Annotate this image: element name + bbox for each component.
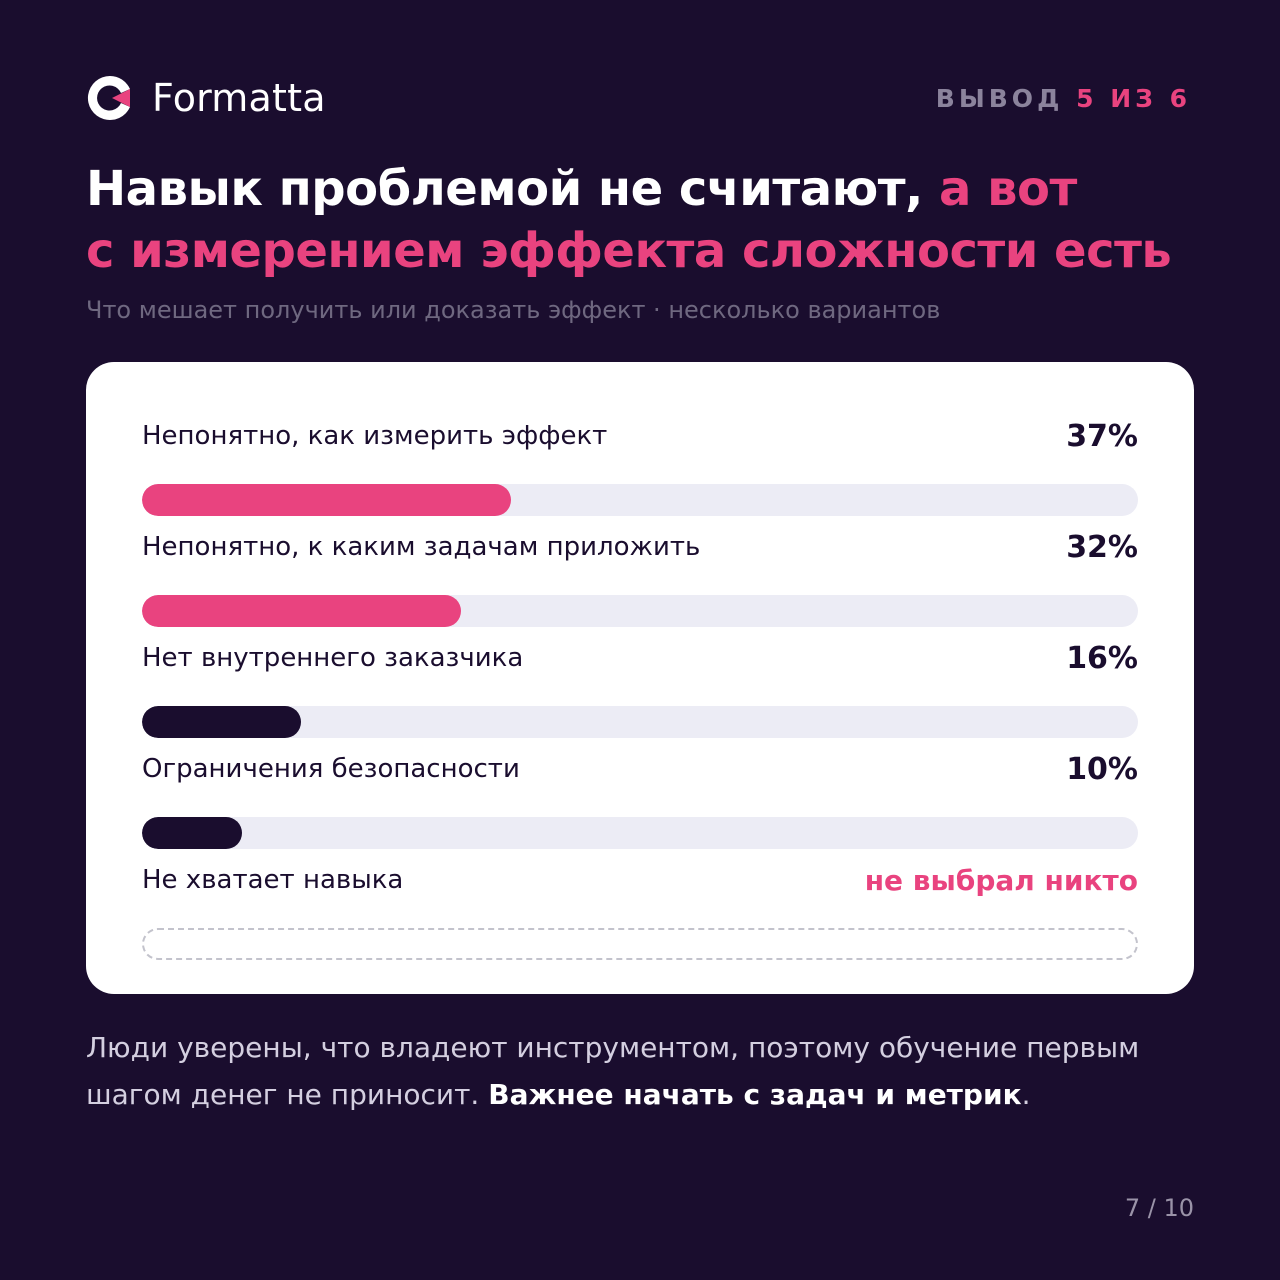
bar xyxy=(142,817,242,849)
page-title: Навык проблемой не считают, а вот с изме… xyxy=(86,158,1206,282)
bar-label: Непонятно, как измерить эффект xyxy=(142,421,608,451)
counter-sep: ИЗ xyxy=(1110,83,1157,113)
page-number: 7 / 10 xyxy=(1124,1194,1194,1222)
title-accent-1: а вот xyxy=(939,161,1077,217)
bar-label: Ограничения безопасности xyxy=(142,754,520,784)
bar-value-label: 32% xyxy=(1066,529,1138,565)
bar-row: Не хватает навыка не выбрал никто xyxy=(142,860,1138,960)
bar-value-label: 16% xyxy=(1066,640,1138,676)
counter-prefix: ВЫВОД xyxy=(935,83,1064,113)
conclusion-bold: Важнее начать с задач и метрик xyxy=(488,1078,1022,1111)
conclusion-text: Люди уверены, что владеют инструментом, … xyxy=(86,1031,1140,1111)
bar-track xyxy=(142,484,1138,516)
title-white: Навык проблемой не считают, xyxy=(86,161,923,217)
bar-label: Не хватает навыка xyxy=(142,865,404,895)
chart-card: Непонятно, как измерить эффект 37% Непонят… xyxy=(86,362,1194,994)
bar-row: Непонятно, к каким задачам приложить 32% xyxy=(142,527,1138,627)
bar-row: Нет внутреннего заказчика 16% xyxy=(142,638,1138,738)
bar-track xyxy=(142,817,1138,849)
bar-track xyxy=(142,706,1138,738)
conclusion-end: . xyxy=(1021,1078,1031,1111)
header: Formatta ВЫВОД 5 ИЗ 6 xyxy=(86,72,1194,124)
bar xyxy=(142,706,302,738)
formatta-logo-icon xyxy=(87,75,130,120)
bar-label: Нет внутреннего заказчика xyxy=(142,643,524,673)
bar-label: Непонятно, к каким задачам приложить xyxy=(142,532,701,562)
conclusion: Люди уверены, что владеют инструментом, … xyxy=(86,1024,1146,1118)
bar-row-header: Непонятно, как измерить эффект 37% xyxy=(142,416,1138,456)
brand-name: Formatta xyxy=(152,76,326,120)
bar-row: Непонятно, как измерить эффект 37% xyxy=(142,416,1138,516)
slide-counter: ВЫВОД 5 ИЗ 6 xyxy=(936,84,1194,113)
bar xyxy=(142,595,461,627)
bar-row-header: Не хватает навыка не выбрал никто xyxy=(142,860,1138,900)
counter-current: 5 xyxy=(1076,83,1098,113)
bar-row-header: Ограничения безопасности 10% xyxy=(142,749,1138,789)
title-accent-2: с измерением эффекта сложности есть xyxy=(86,223,1172,279)
counter-total: 6 xyxy=(1169,83,1191,113)
bar-track xyxy=(142,928,1138,960)
bar-row-header: Непонятно, к каким задачам приложить 32% xyxy=(142,527,1138,567)
chart-subtitle: Что мешает получить или доказать эффект … xyxy=(86,296,941,324)
bar-row: Ограничения безопасности 10% xyxy=(142,749,1138,849)
bar-value-label: 37% xyxy=(1066,418,1138,454)
brand: Formatta xyxy=(86,74,326,122)
bar-value-label: 10% xyxy=(1066,751,1138,787)
bar-track xyxy=(142,595,1138,627)
bar-value-label: не выбрал никто xyxy=(864,863,1138,897)
bar xyxy=(142,484,511,516)
bar-row-header: Нет внутреннего заказчика 16% xyxy=(142,638,1138,678)
